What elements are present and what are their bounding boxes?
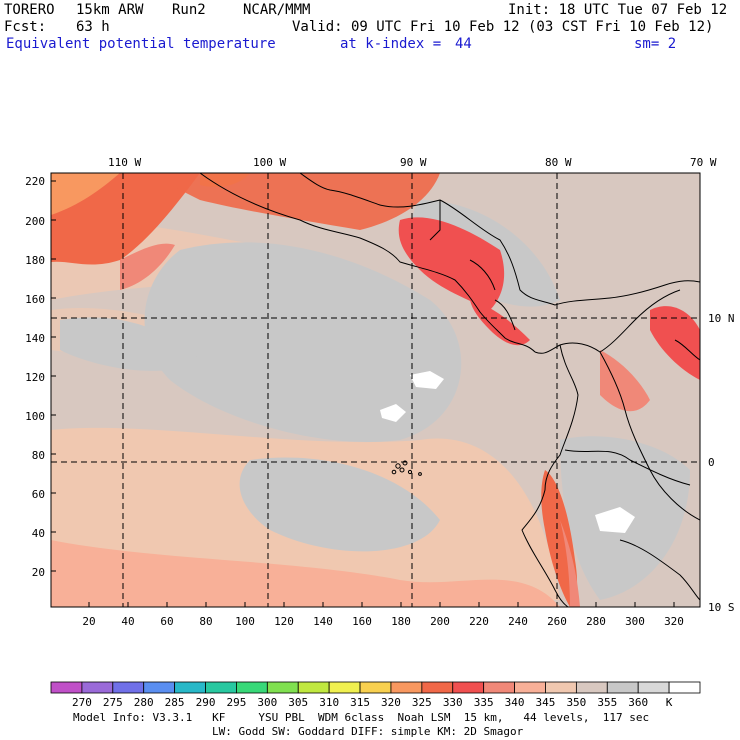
x-label: 220 (469, 615, 489, 628)
colorbar-swatch (112, 681, 145, 694)
colorbar-swatch (668, 681, 701, 694)
colorbar-labels: 270 275 280 285 290 295 300 305 310 315 320 325 330 3… (72, 696, 673, 709)
colorbar-swatch (514, 681, 546, 694)
colorbar-swatch (205, 681, 237, 694)
colorbar-label: 335 (474, 696, 494, 709)
y-label: 200 (25, 215, 45, 228)
level-value: 44 (455, 36, 472, 52)
colorbar-swatch (421, 681, 454, 694)
lat-label-10s: 10 S (708, 601, 735, 614)
colorbar (50, 681, 701, 694)
colorbar-swatch (143, 681, 176, 694)
colorbar-swatch (236, 681, 268, 694)
colorbar-swatch (359, 681, 392, 694)
physics-info-line: LW: Godd SW: Goddard DIFF: simple KM: 2D… (212, 725, 524, 738)
colorbar-swatch (606, 681, 639, 694)
lat-label-10n: 10 N (708, 312, 735, 325)
colorbar-swatch (50, 681, 83, 694)
y-label: 40 (32, 527, 45, 540)
colorbar-swatch (328, 681, 361, 694)
lat-label-0: 0 (708, 456, 715, 469)
y-label: 120 (25, 371, 45, 384)
colorbar-swatch (483, 681, 515, 694)
colorbar-label: 280 (134, 696, 154, 709)
lon-label-110w: 110 W (108, 156, 141, 169)
x-label: 120 (274, 615, 294, 628)
lon-label-100w: 100 W (253, 156, 286, 169)
colorbar-label: 285 (165, 696, 185, 709)
valid-label: Valid: 09 UTC Fri 10 Feb 12 (03 CST Fri … (292, 19, 714, 35)
x-label: 200 (430, 615, 450, 628)
model-info-line: Model Info: V3.3.1 KF YSU PBL WDM 6class… (73, 711, 650, 724)
colorbar-label: 310 (319, 696, 339, 709)
x-label: 100 (235, 615, 255, 628)
smoothing-label: sm= 2 (634, 36, 677, 52)
colorbar-swatch (266, 681, 299, 694)
x-label: 240 (508, 615, 528, 628)
y-label: 180 (25, 254, 45, 267)
colorbar-swatch (452, 681, 485, 694)
colorbar-label: 295 (226, 696, 246, 709)
colorbar-label: 325 (412, 696, 432, 709)
colorbar-swatch (297, 681, 330, 694)
lon-label-90w: 90 W (400, 156, 427, 169)
colorbar-label: 355 (597, 696, 617, 709)
colorbar-label: 300 (257, 696, 277, 709)
x-label: 80 (199, 615, 212, 628)
x-label: 300 (625, 615, 645, 628)
colorbar-swatch (545, 681, 577, 694)
field-name: Equivalent potential temperature (6, 36, 276, 52)
lon-label-70w: 70 W (690, 156, 717, 169)
x-label: 60 (160, 615, 173, 628)
x-label: 40 (121, 615, 134, 628)
resolution-label: 15km ARW (76, 2, 144, 18)
y-label: 220 (25, 175, 45, 188)
colorbar-label: 305 (288, 696, 308, 709)
x-label: 160 (352, 615, 372, 628)
x-label: 320 (664, 615, 684, 628)
model-label: TORERO (4, 2, 55, 18)
colorbar-label: 315 (350, 696, 370, 709)
y-label: 60 (32, 488, 45, 501)
x-label: 180 (391, 615, 411, 628)
colorbar-label: 320 (381, 696, 401, 709)
x-label: 280 (586, 615, 606, 628)
colorbar-swatch (575, 681, 608, 694)
y-label: 100 (25, 410, 45, 423)
init-label: Init: 18 UTC Tue 07 Feb 12 (508, 2, 728, 18)
run-label: Run2 (172, 2, 206, 18)
colorbar-swatch (390, 681, 423, 694)
colorbar-label: 290 (196, 696, 216, 709)
org-label: NCAR/MMM (243, 2, 311, 18)
lon-label-80w: 80 W (545, 156, 572, 169)
forecast-hours: 63 h (76, 19, 110, 35)
colorbar-label: 275 (103, 696, 123, 709)
colorbar-label: 350 (566, 696, 586, 709)
y-label: 160 (25, 293, 45, 306)
colorbar-label: K (666, 696, 673, 709)
y-label: 80 (32, 449, 45, 462)
colorbar-label: 340 (505, 696, 525, 709)
x-label: 20 (82, 615, 95, 628)
colorbar-label: 360 (628, 696, 648, 709)
theta-e-field (51, 173, 700, 607)
colorbar-label: 345 (536, 696, 556, 709)
latlon-grid (51, 173, 700, 607)
x-label: 260 (547, 615, 567, 628)
forecast-label: Fcst: (4, 19, 47, 35)
colorbar-swatch (81, 681, 114, 694)
colorbar-swatch (637, 681, 670, 694)
plot-frame (50, 172, 701, 608)
y-label: 20 (32, 566, 45, 579)
x-label: 140 (313, 615, 333, 628)
colorbar-label: 330 (443, 696, 463, 709)
coastlines (199, 173, 700, 607)
colorbar-swatch (174, 681, 206, 694)
level-label: at k-index = (340, 36, 442, 52)
y-label: 140 (25, 332, 45, 345)
colorbar-label: 270 (72, 696, 92, 709)
